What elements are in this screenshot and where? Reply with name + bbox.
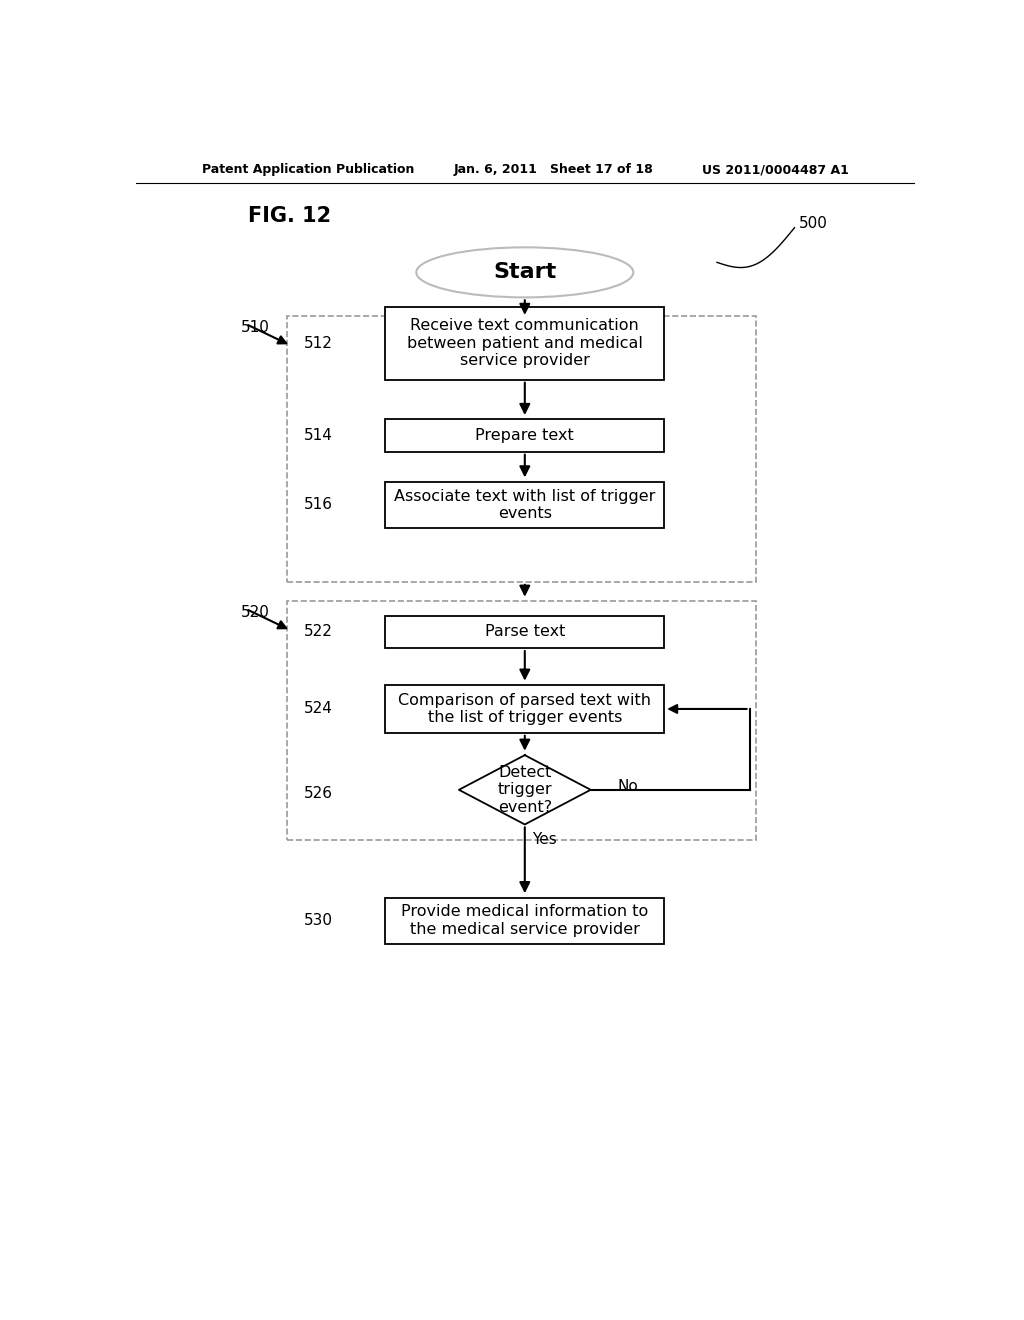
Text: 514: 514	[304, 428, 333, 444]
FancyBboxPatch shape	[385, 306, 665, 380]
Text: 530: 530	[304, 913, 333, 928]
Text: 516: 516	[304, 498, 333, 512]
Text: 520: 520	[241, 605, 269, 620]
Ellipse shape	[417, 247, 633, 297]
Text: Parse text: Parse text	[484, 624, 565, 639]
Text: Detect
trigger
event?: Detect trigger event?	[498, 764, 552, 814]
Text: 510: 510	[241, 321, 269, 335]
Text: 522: 522	[304, 624, 333, 639]
FancyBboxPatch shape	[385, 898, 665, 944]
Text: 524: 524	[304, 701, 333, 717]
Text: 500: 500	[799, 216, 827, 231]
Text: Yes: Yes	[532, 832, 557, 847]
FancyBboxPatch shape	[385, 616, 665, 648]
Text: Start: Start	[494, 263, 556, 282]
Text: US 2011/0004487 A1: US 2011/0004487 A1	[701, 164, 849, 177]
FancyBboxPatch shape	[385, 482, 665, 528]
Text: Provide medical information to
the medical service provider: Provide medical information to the medic…	[401, 904, 648, 937]
Text: Receive text communication
between patient and medical
service provider: Receive text communication between patie…	[407, 318, 643, 368]
Text: Patent Application Publication: Patent Application Publication	[202, 164, 414, 177]
Text: Jan. 6, 2011   Sheet 17 of 18: Jan. 6, 2011 Sheet 17 of 18	[454, 164, 653, 177]
Text: 512: 512	[304, 335, 333, 351]
FancyBboxPatch shape	[385, 420, 665, 451]
FancyBboxPatch shape	[385, 685, 665, 733]
Polygon shape	[459, 755, 591, 825]
Text: No: No	[617, 779, 639, 795]
Text: Associate text with list of trigger
events: Associate text with list of trigger even…	[394, 488, 655, 521]
Text: 526: 526	[304, 787, 333, 801]
Text: FIG. 12: FIG. 12	[248, 206, 331, 226]
Text: Comparison of parsed text with
the list of trigger events: Comparison of parsed text with the list …	[398, 693, 651, 725]
Text: Prepare text: Prepare text	[475, 428, 574, 444]
